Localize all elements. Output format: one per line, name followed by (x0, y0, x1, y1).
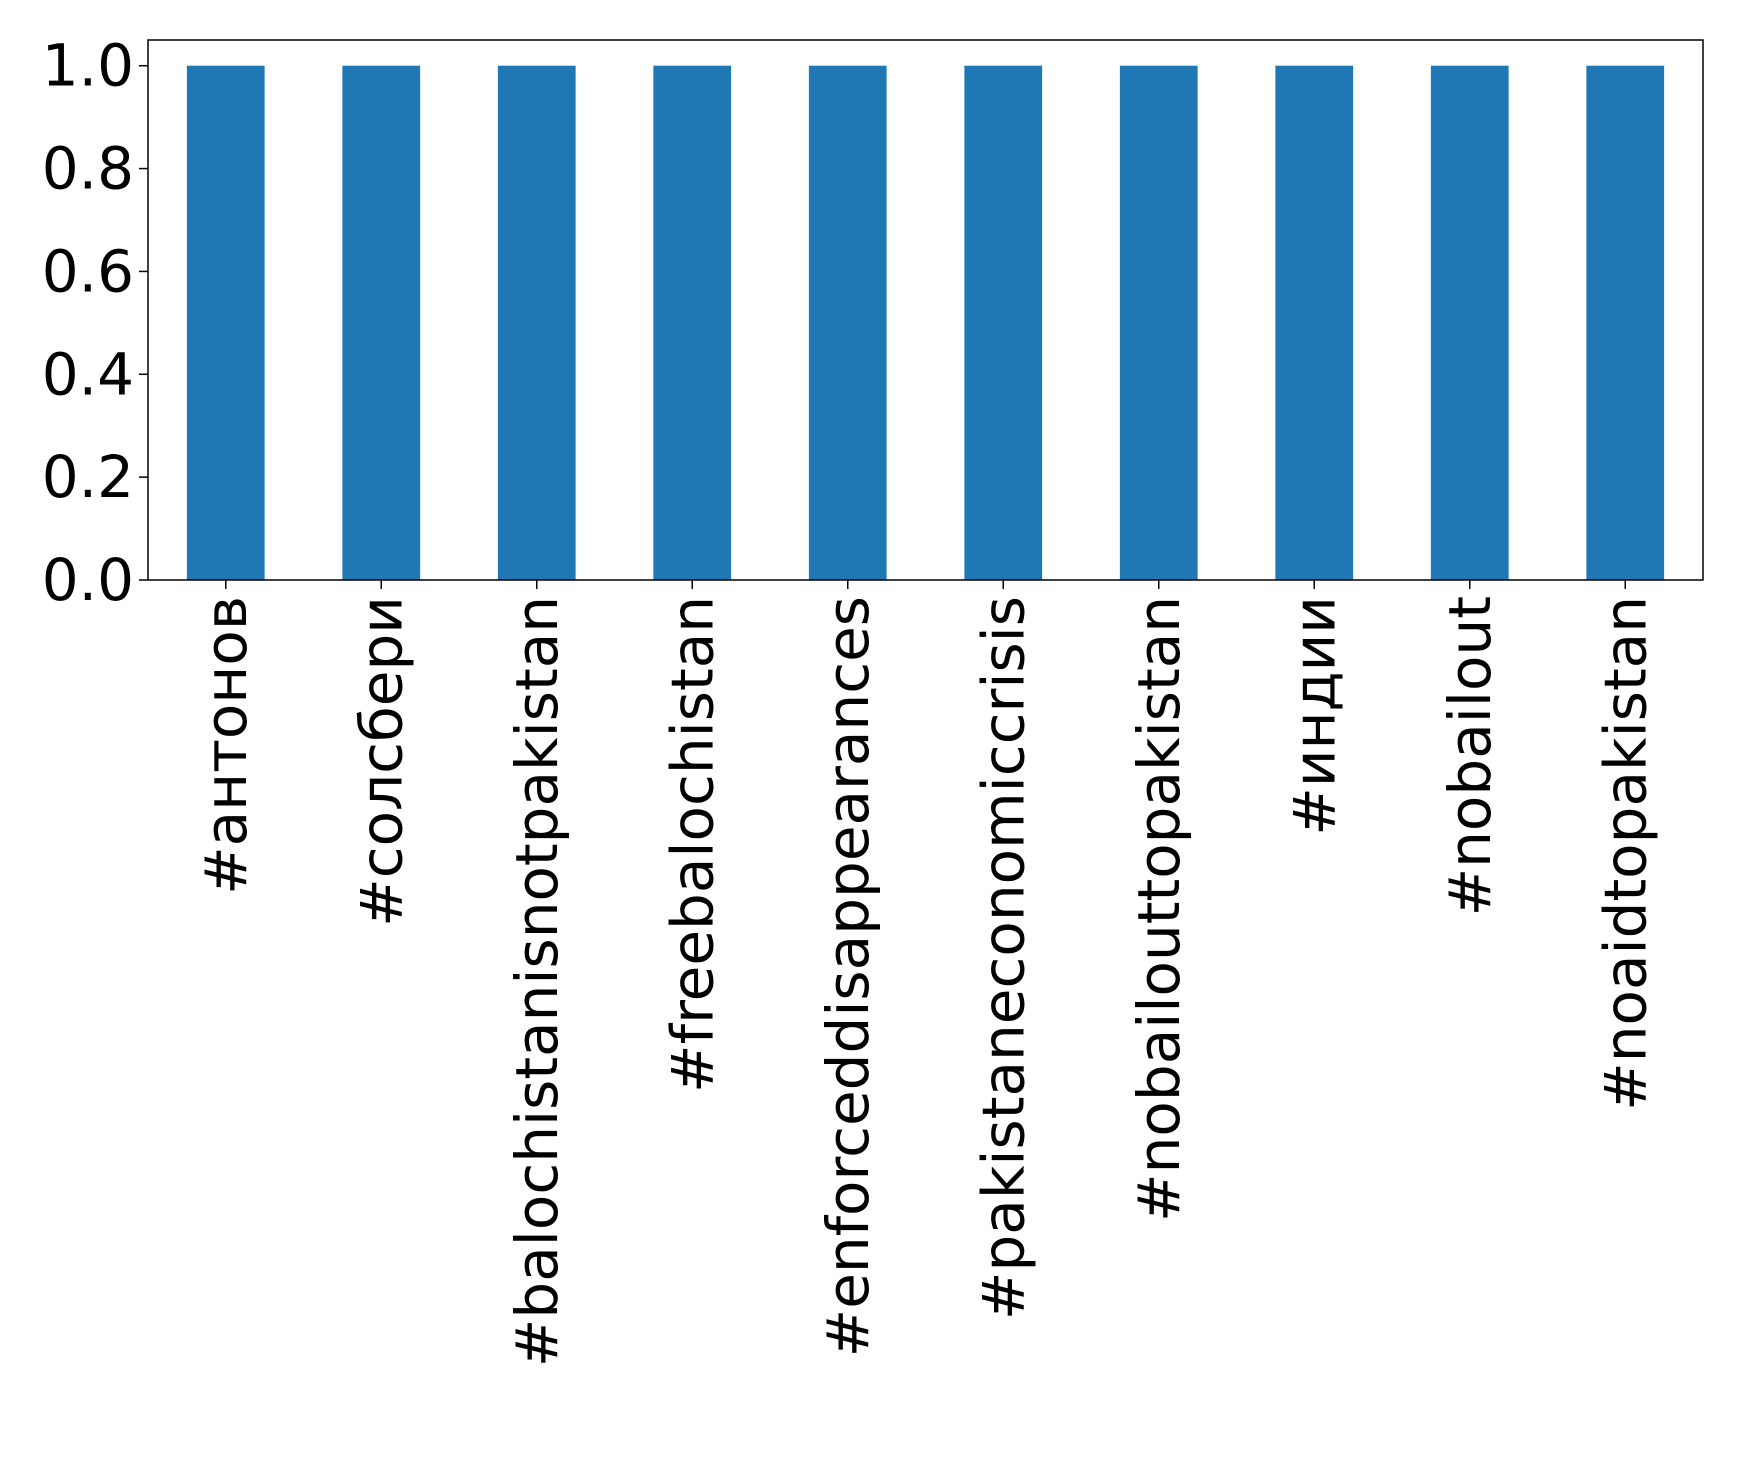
y-tick-label: 0.8 (42, 135, 134, 203)
bar (1119, 65, 1198, 580)
x-tick-label: #nobailouttopakistan (1125, 596, 1193, 1222)
bar (808, 65, 887, 580)
plot-frame (147, 39, 1704, 581)
x-tick-label: #солсбери (347, 596, 415, 927)
x-tick-label: #nobailout (1436, 596, 1504, 916)
y-tick-label: 0.6 (42, 237, 134, 305)
y-tick-label: 0.4 (42, 340, 134, 408)
bar (1586, 65, 1665, 580)
bar (186, 65, 265, 580)
y-tick-label: 1.0 (42, 32, 134, 100)
y-tick-label: 0.2 (42, 443, 134, 511)
x-tick-label: #pakistaneconomiccrisis (969, 596, 1037, 1320)
y-axis: 0.0 0.2 0.4 0.6 0.8 1.0 (42, 32, 148, 614)
bar (1430, 65, 1509, 580)
x-tick-label: #freebalochistan (658, 596, 726, 1093)
bar (497, 65, 576, 580)
x-axis: #антонов #солсбери #balochistanisnotpakist… (192, 580, 1659, 1367)
bar (1275, 65, 1354, 580)
x-tick-label: #noaidtopakistan (1591, 596, 1659, 1111)
x-tick-label: #индии (1280, 596, 1348, 836)
x-tick-label: #balochistanisnotpakistan (503, 596, 571, 1367)
bar (653, 65, 732, 580)
x-tick-label: #антонов (192, 596, 260, 895)
bar (342, 65, 421, 580)
x-tick-label: #enforceddisappearances (814, 596, 882, 1357)
y-tick-label: 0.0 (42, 546, 134, 614)
bar (964, 65, 1043, 580)
bar-group (186, 65, 1665, 580)
